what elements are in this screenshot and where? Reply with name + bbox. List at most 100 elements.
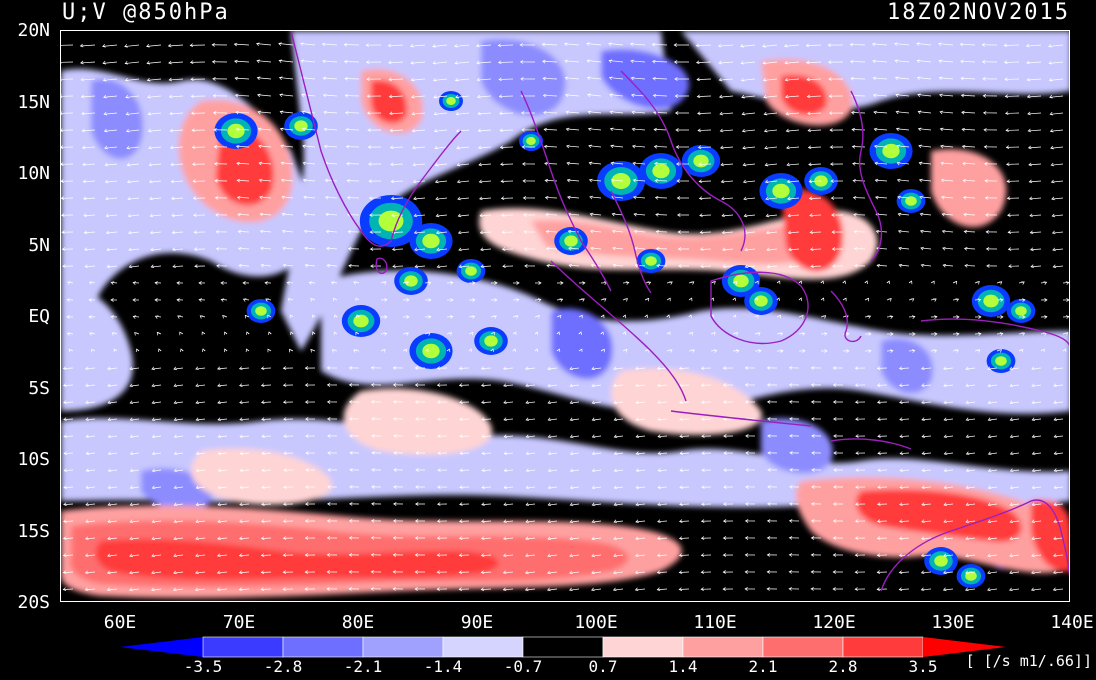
wind-vector	[788, 231, 800, 234]
wind-vector	[304, 230, 316, 233]
wind-vector-head	[691, 349, 695, 353]
wind-vector	[481, 265, 492, 268]
wind-vector-head	[370, 587, 374, 591]
wind-vector-head	[911, 315, 916, 319]
wind-vector	[988, 503, 998, 506]
wind-vector	[545, 214, 558, 216]
wind-vector-head	[701, 434, 705, 438]
wind-vector	[631, 77, 646, 80]
convection-cell	[294, 120, 308, 132]
wind-vector	[920, 230, 932, 233]
wind-vector	[851, 112, 866, 114]
wind-vector-head	[324, 178, 329, 183]
wind-vector	[282, 213, 294, 216]
wind-vector-head	[833, 451, 837, 455]
wind-vector-head	[330, 281, 335, 285]
wind-vector	[1010, 401, 1020, 404]
cb-label-p28: 2.8	[828, 657, 858, 676]
wind-vector	[922, 469, 932, 472]
wind-vector	[108, 435, 118, 438]
wind-vector	[544, 163, 558, 165]
wind-vector-head	[1003, 60, 1008, 65]
wind-vector-head	[286, 281, 291, 285]
wind-vector-head	[1009, 587, 1013, 592]
wind-vector-head	[1050, 179, 1055, 184]
wind-vector	[1053, 554, 1064, 557]
wind-vector-head	[613, 434, 618, 439]
wind-vector-head	[722, 553, 727, 557]
wind-vector	[170, 129, 184, 132]
wind-vector-head	[1007, 230, 1012, 234]
wind-vector	[323, 77, 338, 80]
wind-vector-head	[414, 264, 419, 269]
wind-vector	[239, 401, 250, 404]
wind-vector-head	[633, 212, 638, 217]
wind-vector	[256, 43, 272, 46]
wind-vector	[128, 248, 140, 251]
wind-vector-head	[899, 519, 903, 523]
wind-vector	[1029, 180, 1042, 183]
wind-vector-head	[366, 111, 371, 115]
wind-vector	[234, 60, 250, 63]
wind-vector	[481, 537, 492, 539]
wind-vector	[81, 78, 96, 81]
wind-vector-head	[608, 42, 612, 46]
wind-vector-head	[480, 587, 485, 592]
wind-vector	[543, 94, 558, 97]
wind-vector-head	[987, 502, 992, 507]
wind-vector-head	[656, 570, 661, 575]
wind-vector-head	[371, 468, 375, 472]
wind-vector-head	[414, 400, 419, 404]
wind-vector	[988, 435, 998, 438]
wind-vector	[1028, 129, 1042, 132]
wind-vector-head	[220, 281, 224, 285]
wind-vector-head	[591, 536, 596, 541]
wind-vector-head	[151, 400, 156, 405]
wind-vector	[526, 469, 536, 472]
cb-label-m35: -3.5	[183, 657, 223, 676]
wind-vector-head	[261, 400, 265, 404]
wind-vector-head	[198, 281, 202, 285]
wind-vector-head	[523, 213, 527, 217]
wind-vector-head	[436, 400, 441, 404]
wind-vector	[63, 486, 74, 488]
wind-vector-head	[712, 281, 716, 285]
wind-vector-head	[525, 366, 529, 371]
wind-vector-head	[701, 417, 705, 421]
wind-vector	[1051, 197, 1064, 200]
wind-vector-head	[83, 247, 88, 252]
wind-vector	[721, 180, 734, 183]
wind-vector-head	[393, 434, 397, 438]
wind-vector-head	[214, 162, 218, 166]
wind-vector-head	[480, 570, 485, 575]
wind-vector-head	[721, 213, 726, 218]
wind-vector	[570, 384, 580, 387]
wind-vector-head	[689, 331, 693, 336]
wind-vector-head	[566, 161, 571, 166]
wind-vector-head	[744, 536, 749, 540]
wind-vector-head	[908, 280, 913, 285]
wind-vector	[653, 112, 668, 114]
wind-vector	[149, 180, 162, 183]
wind-vector	[238, 248, 250, 250]
wind-vector-head	[809, 230, 814, 235]
wind-vector-head	[234, 93, 239, 98]
wind-vector-head	[323, 144, 328, 149]
wind-vector	[613, 571, 624, 574]
wind-vector	[279, 94, 294, 97]
wind-vector-head	[256, 59, 261, 64]
wind-vector-head	[212, 94, 217, 98]
wind-vector-head	[304, 536, 309, 540]
lon-label-90e: 90E	[460, 612, 494, 633]
wind-vector-head	[449, 315, 454, 319]
wind-vector-head	[283, 468, 287, 472]
wind-vector-head	[304, 553, 309, 557]
wind-vector	[547, 554, 558, 557]
wind-vector-head	[965, 536, 969, 541]
wind-vector-head	[479, 213, 483, 218]
wind-vector-head	[1030, 587, 1035, 592]
wind-vector	[1009, 367, 1020, 370]
coast-sulawesi	[830, 290, 862, 343]
wind-vector-head	[589, 229, 594, 234]
wind-vector-head	[303, 229, 308, 234]
